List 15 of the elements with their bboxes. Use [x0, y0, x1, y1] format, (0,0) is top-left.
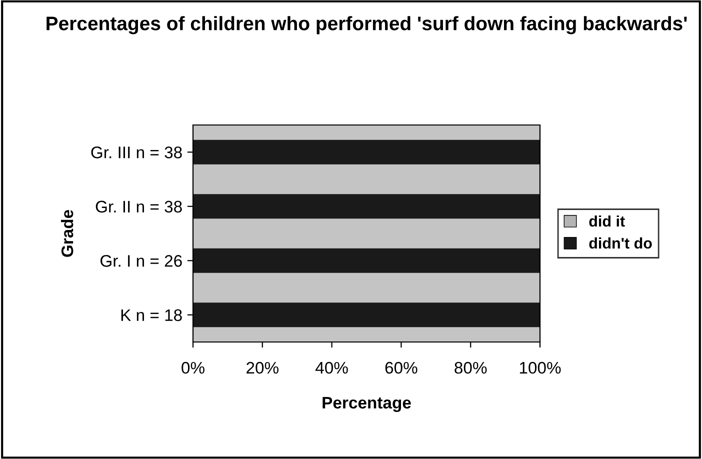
x-tick-label: 80%	[454, 362, 487, 374]
y-tick-label: Gr. I n = 26	[100, 255, 182, 267]
legend-label: didn't do	[589, 237, 652, 249]
y-tick-label: Gr. II n = 38	[96, 200, 182, 213]
legend-label: did it	[589, 215, 625, 227]
x-tick-label: 0%	[182, 362, 204, 374]
y-tick-label: Gr. III n = 38	[91, 146, 182, 158]
y-axis-title: Grade	[60, 210, 74, 257]
y-tick-label: K n = 18	[121, 309, 182, 322]
x-tick-label: 40%	[316, 362, 348, 374]
x-tick-label: 100%	[520, 362, 561, 374]
x-tick-label: 60%	[385, 362, 418, 374]
x-tick-label: 20%	[246, 362, 278, 374]
x-axis-title: Percentage	[322, 396, 411, 412]
chart-title: Percentages of children who performed 'surf down facing backwards'	[46, 16, 687, 34]
